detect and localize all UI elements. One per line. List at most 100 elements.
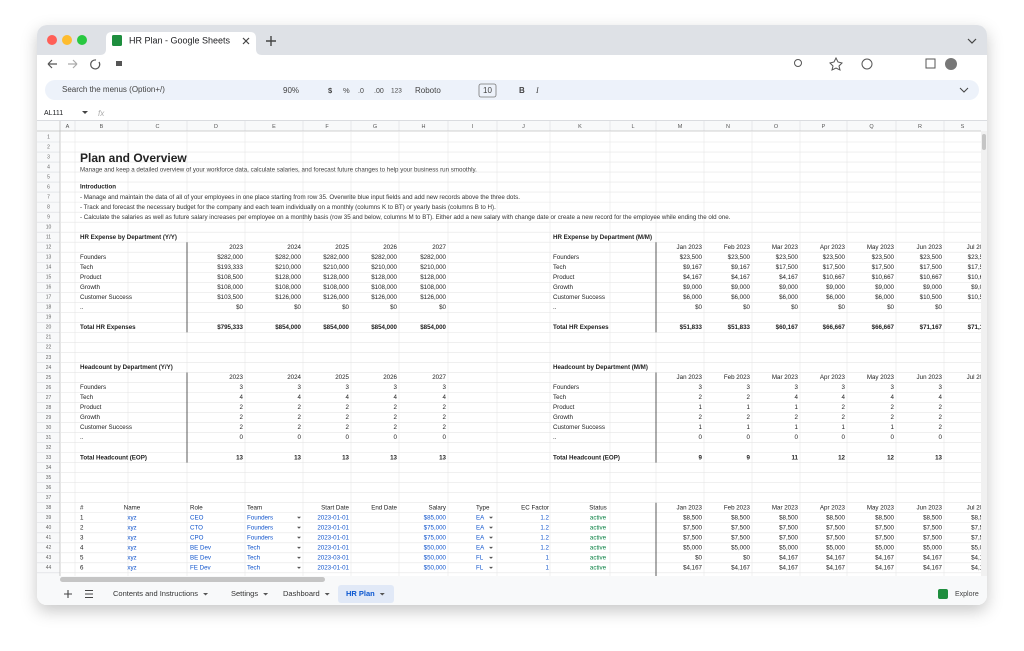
italic-button[interactable]: I <box>535 86 539 95</box>
employee-type: EA <box>476 524 485 531</box>
new-tab[interactable] <box>266 36 276 46</box>
menu-search[interactable]: Search the menus (Option+/) <box>62 85 165 94</box>
dropdown-arrow[interactable] <box>489 516 493 519</box>
row-number: 26 <box>46 385 52 391</box>
total-value: 13 <box>935 454 942 461</box>
name-box-arrow[interactable] <box>82 111 88 114</box>
row-number: 11 <box>46 235 51 241</box>
currency-format[interactable]: $ <box>328 86 333 95</box>
dropdown-arrow[interactable] <box>297 526 301 529</box>
dropdown-arrow[interactable] <box>297 536 301 539</box>
dropdown-arrow[interactable] <box>297 556 301 559</box>
font-size[interactable]: 10 <box>483 86 492 95</box>
dropdown-arrow[interactable] <box>489 566 493 569</box>
decrease-decimals[interactable]: .0 <box>358 88 364 95</box>
explore-icon[interactable] <box>938 589 948 599</box>
employee-no: 5 <box>80 554 84 561</box>
cell-value: $103,500 <box>217 294 243 301</box>
increase-decimals[interactable]: .00 <box>374 88 384 95</box>
name-box[interactable]: AL111 <box>44 110 63 117</box>
total-value: $795,333 <box>217 324 243 331</box>
cell-value: 2 <box>747 414 751 421</box>
cell-value: $0 <box>390 304 397 311</box>
dropdown-arrow[interactable] <box>489 526 493 529</box>
cell-value: 2 <box>699 414 703 421</box>
sidebar-icon[interactable] <box>925 58 936 69</box>
back-button[interactable] <box>47 59 57 69</box>
cell-value: $23,500 <box>680 254 703 261</box>
monthly-salary: $7,500 <box>779 534 798 541</box>
font-select[interactable]: Roboto <box>415 86 441 95</box>
close-button[interactable] <box>47 35 57 45</box>
maximize-button[interactable] <box>77 35 87 45</box>
monthly-salary: $7,500 <box>971 534 990 541</box>
cell-value: $108,000 <box>420 284 446 291</box>
bold-button[interactable]: B <box>519 86 525 95</box>
total-value: 13 <box>294 454 301 461</box>
horizontal-scrollbar[interactable] <box>37 576 987 583</box>
total-value: $854,000 <box>275 324 301 331</box>
monthly-salary: $4,167 <box>826 554 845 561</box>
employee-team: Founders <box>247 514 273 521</box>
column-heading: Name <box>124 504 141 511</box>
sheet-tab[interactable]: HR Plan <box>346 589 375 598</box>
cell-value: 0 <box>842 434 846 441</box>
percent-format[interactable]: % <box>343 86 350 95</box>
more-formats[interactable]: 123 <box>391 88 402 95</box>
row-label: .. <box>80 434 84 441</box>
active-tab-bg[interactable] <box>338 585 394 603</box>
cell-value: $6,000 <box>875 294 894 301</box>
column-heading: 2023 <box>229 244 243 251</box>
dropdown-arrow[interactable] <box>489 536 493 539</box>
zoom-select[interactable]: 90% <box>283 86 299 95</box>
cell-value: 2 <box>298 404 302 411</box>
all-sheets[interactable] <box>85 589 93 599</box>
employee-salary: $85,000 <box>424 514 447 521</box>
extension-icon[interactable] <box>861 58 873 70</box>
employee-no: 2 <box>80 524 84 531</box>
tab-close[interactable] <box>242 37 250 45</box>
column-heading: Feb 2023 <box>724 244 751 251</box>
tab-menu-arrow[interactable] <box>324 593 330 596</box>
dropdown-arrow[interactable] <box>489 556 493 559</box>
row-label: Growth <box>553 284 574 291</box>
cell-value: 2 <box>346 414 350 421</box>
cell-value: 0 <box>394 434 398 441</box>
monthly-salary: $4,167 <box>779 554 798 561</box>
horizontal-thumb[interactable] <box>60 577 325 582</box>
row-number: 1 <box>47 134 50 140</box>
explore-button[interactable]: Explore <box>955 591 979 598</box>
row-label: Growth <box>80 284 101 291</box>
column-heading: Mar 2023 <box>772 244 799 251</box>
tab-menu-arrow[interactable] <box>203 593 209 596</box>
bookmark-icon[interactable] <box>829 56 843 71</box>
active-tab[interactable] <box>100 32 262 55</box>
dropdown-arrow[interactable] <box>489 546 493 549</box>
vertical-thumb[interactable] <box>982 134 986 150</box>
sheets-toolbar <box>45 80 979 100</box>
collapse-toolbar[interactable] <box>959 87 969 93</box>
vertical-scrollbar[interactable] <box>981 131 987 576</box>
row-number: 36 <box>46 485 52 491</box>
forward-button[interactable] <box>68 59 78 69</box>
tab-menu-arrow[interactable] <box>379 593 385 596</box>
dropdown-arrow[interactable] <box>297 546 301 549</box>
add-sheet[interactable] <box>64 590 72 598</box>
dropdown-arrow[interactable] <box>297 516 301 519</box>
reload-button[interactable] <box>90 59 101 70</box>
sheet-tab[interactable]: Dashboard <box>283 589 320 598</box>
total-value: 13 <box>390 454 397 461</box>
minimize-button[interactable] <box>62 35 72 45</box>
sheet-tab[interactable]: Contents and Instructions <box>113 589 198 598</box>
font-size-box[interactable] <box>478 83 497 98</box>
profile-icon[interactable] <box>945 58 957 70</box>
monthly-salary: $4,167 <box>779 565 798 572</box>
cell-value: 1 <box>842 424 846 431</box>
zoom-icon[interactable] <box>794 59 802 67</box>
dropdown-arrow[interactable] <box>297 566 301 569</box>
tab-menu-arrow[interactable] <box>263 593 269 596</box>
table-title: HR Expense by Department (Y/Y) <box>80 234 177 241</box>
row-label: Product <box>553 404 575 411</box>
sheet-tab[interactable]: Settings <box>231 589 258 598</box>
tab-menu[interactable] <box>967 38 977 44</box>
